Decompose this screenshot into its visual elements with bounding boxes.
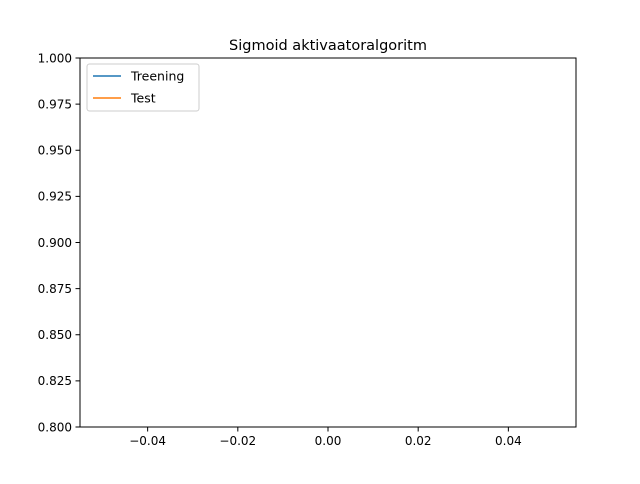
x-tick-label: −0.04 xyxy=(129,434,166,448)
y-tick-label: 0.875 xyxy=(38,282,72,296)
y-tick-label: 0.975 xyxy=(38,97,72,111)
y-tick-label: 0.950 xyxy=(38,144,72,158)
y-tick-label: 0.825 xyxy=(38,374,72,388)
x-tick-label: −0.02 xyxy=(219,434,256,448)
y-tick-label: 0.800 xyxy=(38,420,72,434)
x-axis: −0.04 −0.02 0.00 0.02 0.04 xyxy=(129,427,522,448)
y-tick-label: 1.000 xyxy=(38,51,72,65)
x-tick-label: 0.00 xyxy=(315,434,342,448)
y-axis: 0.800 0.825 0.850 0.875 0.900 0.925 0.950 0.975… xyxy=(38,51,80,434)
x-tick-label: 0.04 xyxy=(495,434,522,448)
legend: Treening Test xyxy=(86,63,200,112)
chart-title: Sigmoid aktivaatoralgoritm xyxy=(229,38,427,54)
legend-label-1: Test xyxy=(130,91,156,106)
legend-label-0: Treening xyxy=(130,69,184,84)
y-tick-label: 0.925 xyxy=(38,190,72,204)
x-tick-label: 0.02 xyxy=(405,434,432,448)
legend-entries: Treening Test xyxy=(93,69,184,106)
y-tick-label: 0.850 xyxy=(38,328,72,342)
y-tick-label: 0.900 xyxy=(38,236,72,250)
